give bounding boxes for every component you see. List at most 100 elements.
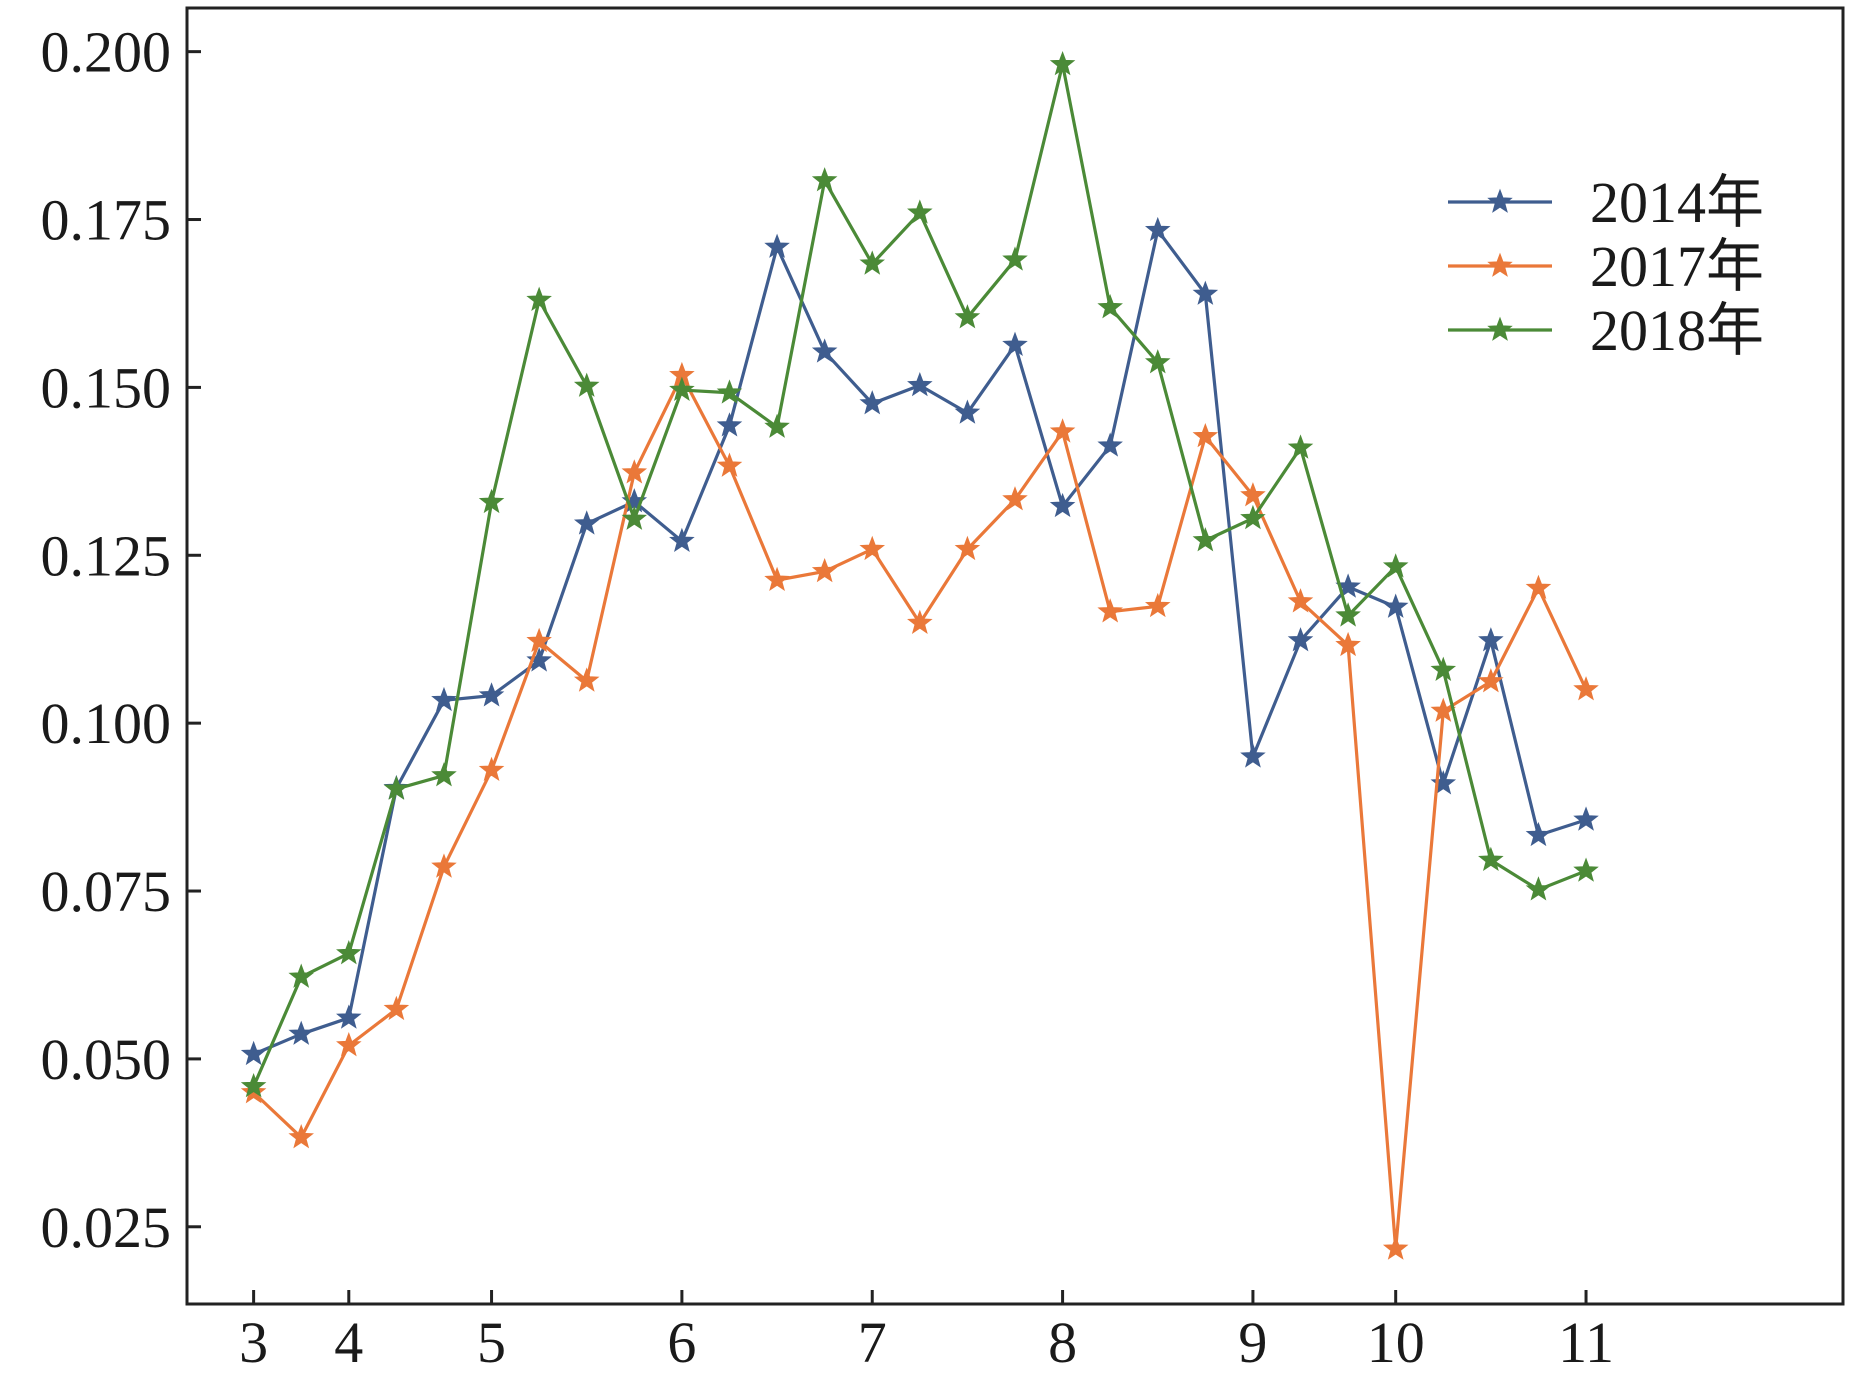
x-tick-label: 7 [858,1310,887,1374]
legend-swatch-star [1487,316,1513,341]
series-1 [240,361,1599,1260]
data-point-star [1430,770,1457,795]
data-point-star [1144,349,1171,374]
series-2 [240,50,1599,1098]
data-point-star [383,775,410,800]
x-tick-label: 4 [334,1310,363,1374]
data-point-star [669,527,695,553]
data-point-star [954,399,981,424]
x-tick-label: 10 [1367,1310,1425,1374]
data-point-star [954,304,981,329]
data-point-star [526,627,552,653]
x-tick-label: 5 [477,1310,506,1374]
y-tick-label: 0.100 [41,691,172,756]
data-point-star [716,452,743,477]
data-point-star [1573,857,1599,882]
data-point-star [907,199,933,224]
data-point-star [1049,418,1076,443]
data-point-star [1049,50,1076,76]
legend-swatch-star [1487,188,1513,213]
data-point-star [526,286,552,311]
data-point-star [526,647,552,672]
data-point-star [811,557,838,583]
data-point-star [383,995,410,1021]
data-point-star [1573,676,1599,701]
data-point-star [1430,656,1457,681]
data-point-star [716,412,743,437]
data-point-star [1192,280,1219,305]
plot-frame [185,6,1845,1306]
data-point-star [621,459,648,484]
data-point-star [954,535,981,561]
data-point-star [1573,806,1599,831]
data-point-star [1478,627,1504,652]
data-point-star [1097,294,1123,319]
data-point-star [478,756,505,782]
data-point-star [859,535,886,561]
data-point-star [478,682,505,707]
data-point-star [1240,482,1266,507]
data-point-star [1002,246,1028,271]
data-point-star [859,390,886,415]
data-point-star [764,233,790,258]
x-tick-label: 3 [239,1310,268,1374]
data-point-star [1049,492,1076,518]
data-point-star [1144,216,1171,242]
data-point-star [1478,668,1504,693]
data-point-star [1002,486,1028,511]
data-point-star [478,488,505,514]
data-point-star [1002,331,1028,356]
data-point-star [240,1040,267,1066]
y-axis: 0.025 0.050 0.075 0.100 0.125 0.150 0.175 0.200 [41,20,201,1260]
data-point-star [1192,527,1219,552]
y-tick-label: 0.150 [41,355,172,420]
data-point-star [1287,588,1314,613]
data-point-star [336,940,362,965]
data-point-star [764,566,790,591]
x-tick-label: 11 [1558,1310,1614,1374]
data-point-star [811,338,838,363]
y-tick-label: 0.050 [41,1027,172,1092]
data-point-star [907,371,933,397]
data-point-star [431,853,457,878]
data-point-star [1335,631,1361,657]
data-point-star [1382,593,1409,618]
data-point-star [1335,602,1361,627]
data-point-star [336,1004,362,1029]
data-point-star [573,510,600,535]
y-tick-label: 0.175 [41,188,172,253]
data-point-star [240,1073,267,1098]
legend-swatch-star [1487,252,1513,277]
data-point-star [431,686,457,712]
data-point-star [288,1124,314,1149]
data-point-star [288,963,314,988]
data-point-star [764,413,790,438]
legend-item: 2018年 [1448,298,1764,363]
data-point-star [1478,846,1504,871]
data-point-star [1240,743,1266,768]
series-0 [240,216,1599,1066]
data-point-star [859,250,886,275]
plot-area-border [185,6,1845,1306]
data-point-star [907,609,933,634]
data-point-star [1097,598,1123,623]
data-point-star [1144,592,1171,618]
data-point-star [288,1020,314,1045]
series-line [252,228,1587,1056]
data-point-star [1525,821,1552,847]
x-tick-label: 8 [1048,1310,1077,1374]
data-point-star [1192,422,1219,448]
data-point-star [1525,574,1552,600]
x-tick-label: 9 [1238,1310,1267,1374]
data-point-star [621,505,648,530]
y-tick-label: 0.125 [41,523,172,588]
data-point-star [336,1032,362,1057]
y-tick-label: 0.200 [41,20,172,85]
y-tick-label: 0.075 [41,859,172,924]
data-point-star [1097,432,1123,457]
data-point-star [1525,876,1552,901]
data-point-star [1240,504,1266,530]
legend-item: 2017年 [1448,234,1764,299]
